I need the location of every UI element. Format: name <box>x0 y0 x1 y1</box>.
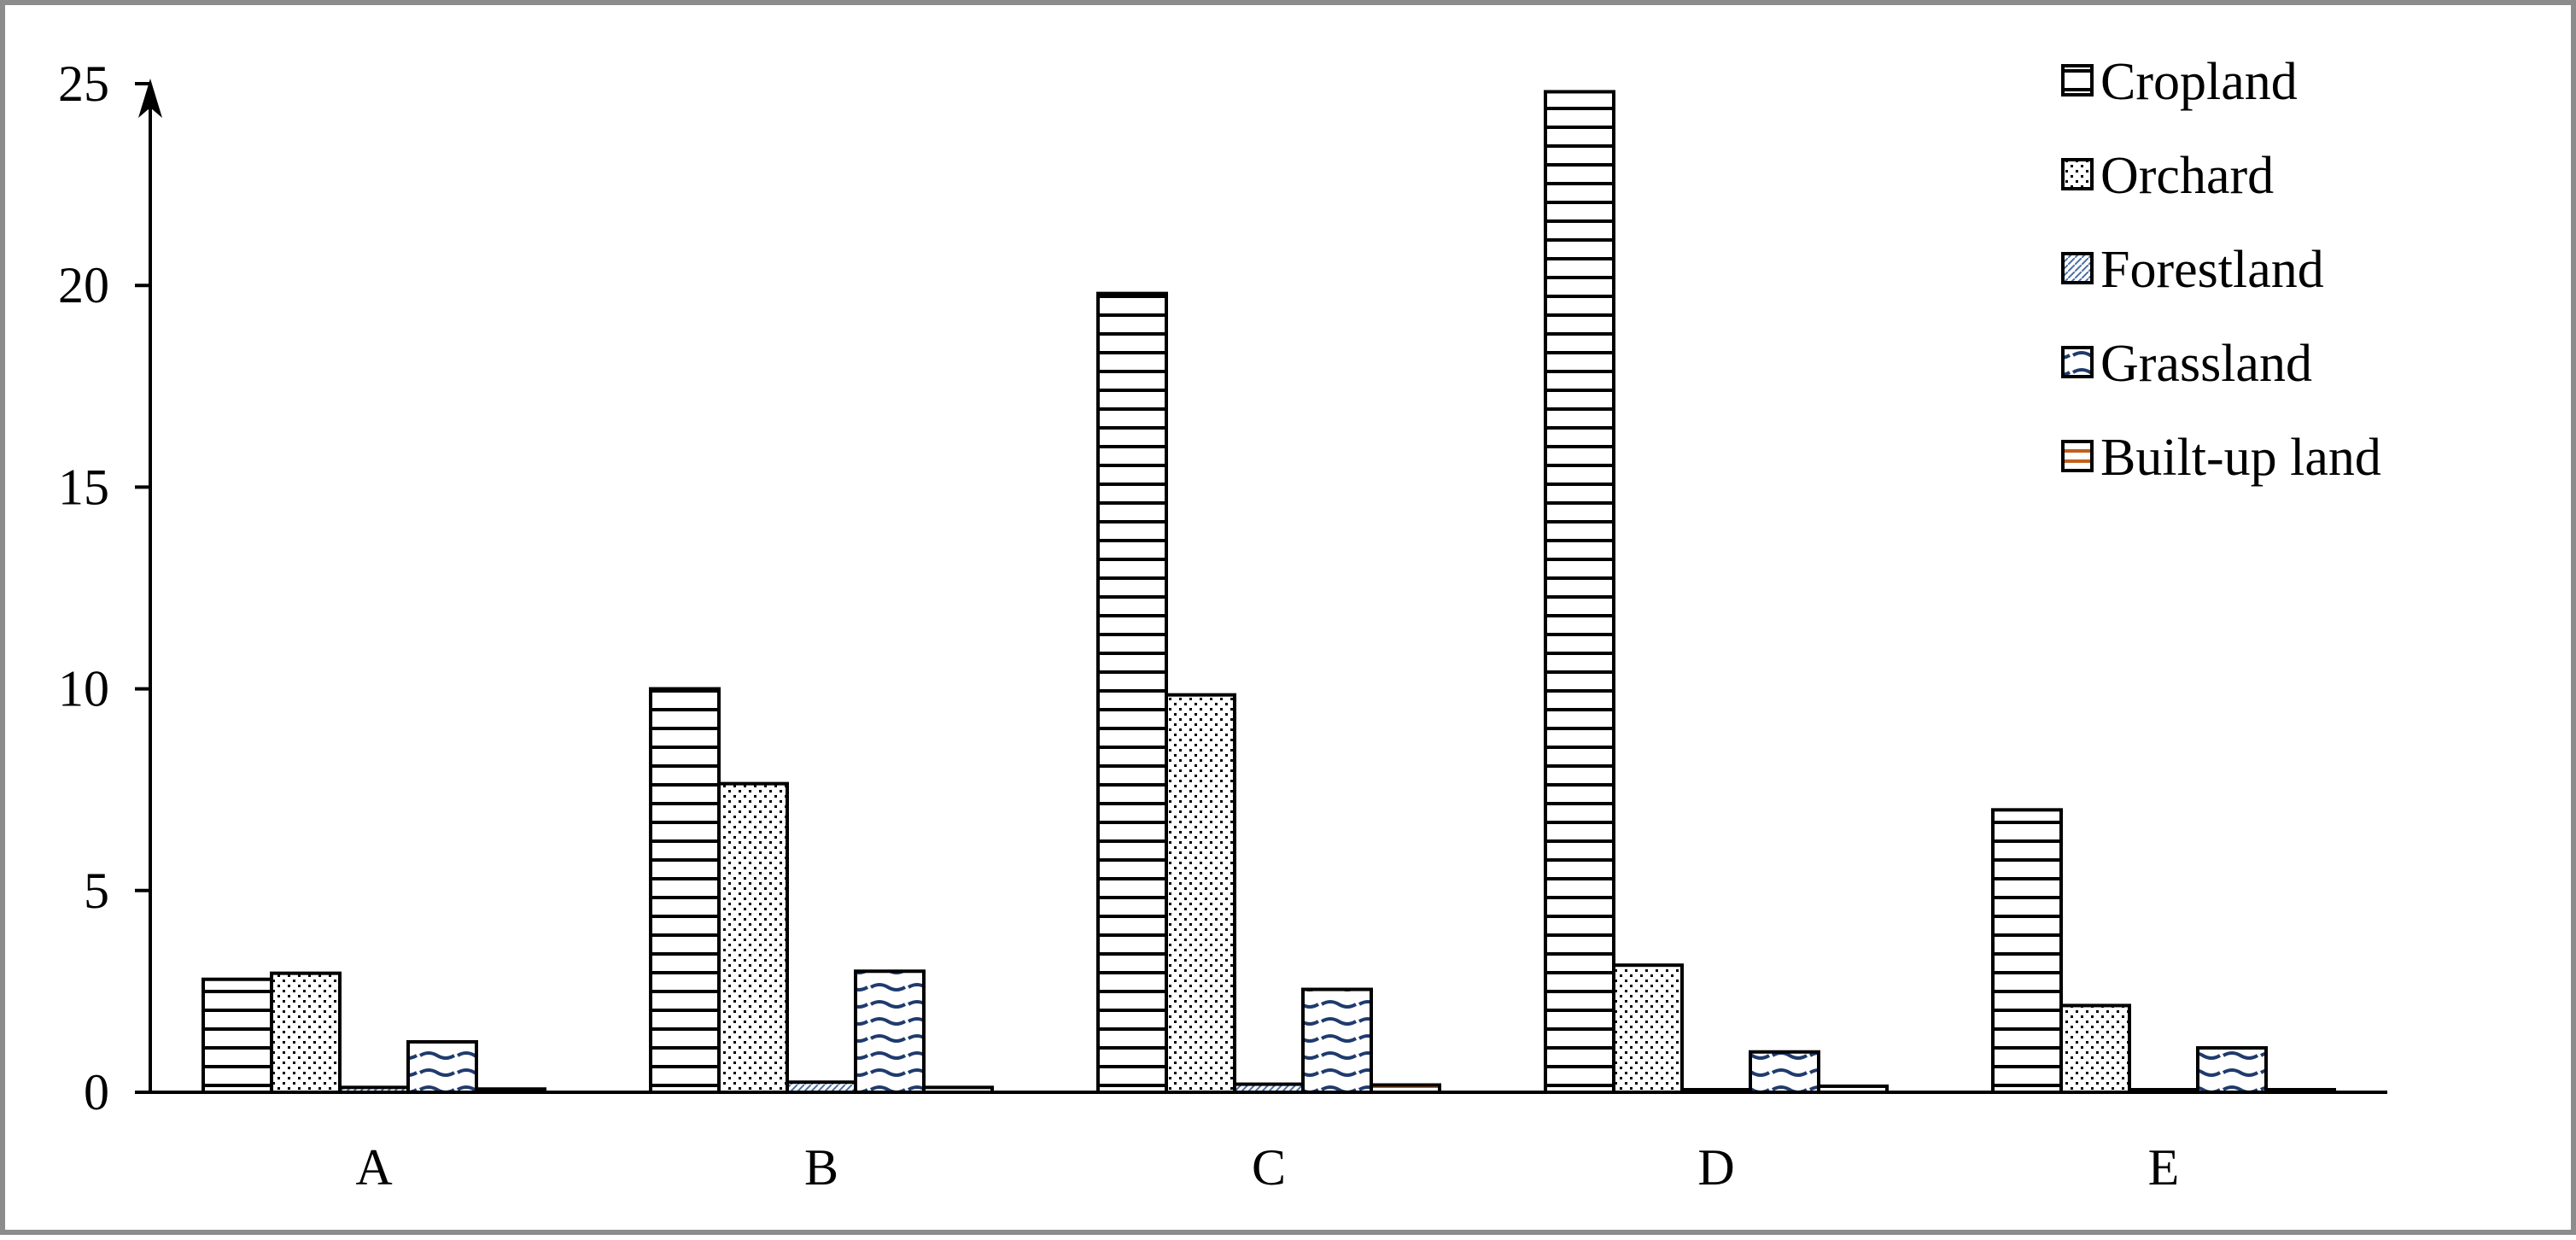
bar-chart: 0 5 10 15 20 25 A B C D E Cropland Orchard Forestlan… <box>58 53 2387 1196</box>
bar-built-up-land-c <box>1370 1083 1441 1095</box>
x-category-label: E <box>2148 1139 2180 1196</box>
legend-swatch-grassland <box>2061 346 2094 378</box>
bar-built-up-land-e <box>2264 1088 2336 1094</box>
y-tick-label: 20 <box>58 257 109 313</box>
y-tick-label: 5 <box>84 863 109 919</box>
y-tick-label: 0 <box>84 1064 109 1120</box>
bar-grassland-e <box>2196 1046 2268 1095</box>
legend-label-grassland: Grassland <box>2100 335 2312 393</box>
bar-built-up-land-b <box>922 1085 994 1094</box>
bar-forestland-e <box>2128 1088 2199 1094</box>
bar-orchard-b <box>717 781 789 1094</box>
y-tick-label: 25 <box>58 56 109 112</box>
y-tick-label: 15 <box>58 459 109 515</box>
bar-grassland-b <box>854 969 926 1095</box>
legend-swatch-forestland <box>2061 252 2094 284</box>
x-category-label: B <box>804 1139 838 1196</box>
legend-label-cropland: Cropland <box>2100 53 2298 111</box>
legend-swatch-cropland <box>2061 64 2094 97</box>
bar-forestland-b <box>786 1080 857 1094</box>
y-tick-label: 10 <box>58 661 109 717</box>
bar-cropland-d <box>1544 90 1615 1094</box>
bar-forestland-d <box>1680 1088 1752 1094</box>
bar-forestland-a <box>338 1085 410 1094</box>
x-category-label: A <box>355 1139 392 1196</box>
legend-label-orchard: Orchard <box>2100 147 2274 205</box>
legend-label-forestland: Forestland <box>2100 241 2324 299</box>
bar-cropland-e <box>1991 808 2063 1094</box>
bar-cropland-c <box>1096 291 1168 1094</box>
bar-orchard-a <box>270 971 342 1094</box>
x-category-label: C <box>1252 1139 1286 1196</box>
bar-grassland-c <box>1301 987 1373 1094</box>
bar-cropland-b <box>649 687 721 1094</box>
legend-swatch-orchard <box>2061 158 2094 190</box>
bar-grassland-a <box>406 1039 478 1094</box>
legend-label-built-up-land: Built-up land <box>2100 429 2381 487</box>
legend-swatch-built-up-land <box>2061 440 2094 472</box>
bar-orchard-e <box>2059 1003 2131 1094</box>
bar-cropland-a <box>202 977 273 1095</box>
y-axis-arrow <box>138 79 162 118</box>
x-category-label: D <box>1697 1139 1734 1196</box>
bar-grassland-d <box>1749 1050 1820 1095</box>
bar-orchard-c <box>1165 693 1236 1094</box>
bar-built-up-land-a <box>475 1087 546 1095</box>
bar-orchard-d <box>1612 963 1684 1094</box>
bars <box>202 90 2336 1095</box>
bar-forestland-c <box>1233 1082 1305 1095</box>
bar-built-up-land-d <box>1817 1084 1889 1094</box>
legend: Cropland Orchard Forestland Grassland Built-… <box>2061 53 2381 487</box>
